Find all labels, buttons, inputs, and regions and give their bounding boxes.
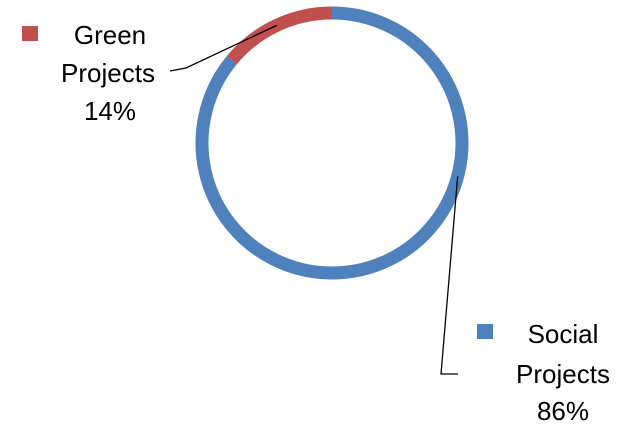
legend-key-green-projects	[22, 26, 38, 41]
data-labels: Green Projects 14% Social Projects 86%	[22, 20, 610, 426]
leader-line-green-projects	[169, 24, 277, 72]
doughnut-slices	[195, 6, 469, 280]
data-label-social-projects-line-3: 86%	[537, 396, 589, 426]
leader-line-social-projects	[440, 176, 459, 375]
leader-lines	[169, 24, 459, 375]
data-label-green-projects-line-3: 14%	[84, 96, 136, 126]
data-label-green-projects-line-1: Green	[74, 20, 146, 50]
legend-key-social-projects	[477, 324, 493, 339]
data-label-green-projects-line-2: Projects	[61, 58, 155, 88]
slice-social-projects	[195, 6, 469, 280]
data-label-social-projects-line-2: Projects	[516, 359, 610, 389]
data-label-social-projects-line-1: Social	[528, 319, 599, 349]
slice-green-projects	[226, 6, 333, 65]
